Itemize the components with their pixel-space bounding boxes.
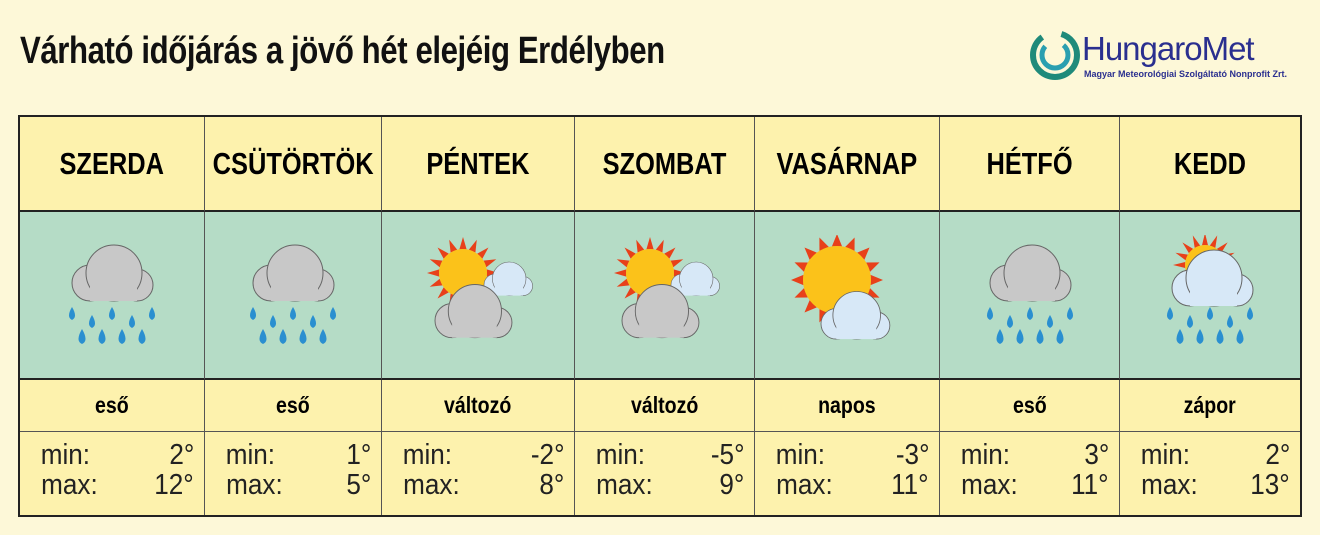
shower-icon: [1167, 235, 1254, 344]
variable-icon: [427, 237, 533, 339]
day-name: VASÁRNAP: [776, 145, 918, 181]
min-label: min:: [1140, 439, 1191, 471]
day-name: KEDD: [1173, 145, 1247, 181]
logo-name: HungaroMet: [1082, 30, 1255, 67]
max-temp: 13°: [1250, 469, 1290, 501]
day-name: HÉTFŐ: [986, 145, 1073, 181]
description-text: eső: [95, 392, 129, 418]
day-name: SZERDA: [59, 145, 165, 181]
weather-description: zápor: [1120, 380, 1300, 432]
day-header-0: SZERDA: [20, 117, 205, 212]
max-label: max:: [226, 469, 283, 501]
temperature-cell: min: -5° max: 9°: [575, 432, 755, 515]
day-name: CSÜTÖRTÖK: [212, 145, 374, 181]
weather-description: eső: [205, 380, 382, 432]
temperature-cell: min: 3° max: 11°: [940, 432, 1120, 515]
weather-icon-cell: [382, 212, 575, 380]
rain-icon: [986, 244, 1073, 344]
min-label: min:: [775, 439, 826, 471]
description-text: zápor: [1183, 392, 1237, 418]
sunny-icon: [791, 235, 891, 340]
max-temp: 12°: [154, 469, 194, 501]
min-temp: -5°: [710, 439, 745, 471]
min-temp: -3°: [895, 439, 930, 471]
page-title: Várható időjárás a jövő hét elejéig Erdé…: [20, 30, 665, 72]
min-label: min:: [595, 439, 646, 471]
hungaromet-logo: HungaroMet Magyar Meteorológiai Szolgált…: [1028, 26, 1308, 86]
day-header-2: PÉNTEK: [382, 117, 575, 212]
weather-description: eső: [940, 380, 1120, 432]
min-label: min:: [960, 439, 1011, 471]
max-temp: 11°: [1071, 469, 1109, 501]
logo-subtitle: Magyar Meteorológiai Szolgáltató Nonprof…: [1084, 69, 1288, 79]
temperature-cell: min: 2° max: 12°: [20, 432, 205, 515]
min-label: min:: [40, 439, 91, 471]
day-header-5: HÉTFŐ: [940, 117, 1120, 212]
weather-icon-cell: [755, 212, 940, 380]
max-label: max:: [403, 469, 460, 501]
weather-description: napos: [755, 380, 940, 432]
max-temp: 11°: [891, 469, 929, 501]
temperature-cell: min: -2° max: 8°: [382, 432, 575, 515]
temperature-cell: min: 2° max: 13°: [1120, 432, 1300, 515]
description-text: változó: [444, 392, 512, 418]
day-header-6: KEDD: [1120, 117, 1300, 212]
min-temp: 3°: [1084, 439, 1110, 471]
weather-icon-cell: [940, 212, 1120, 380]
min-temp: 1°: [346, 439, 372, 471]
min-label: min:: [225, 439, 276, 471]
rain-icon: [250, 244, 336, 344]
weather-icon-cell: [20, 212, 205, 380]
forecast-table: SZERDA eső min: 2° max: 12° CSÜTÖRTÖK eső min: 1°…: [18, 115, 1302, 517]
swirl-logo-icon: [1030, 30, 1080, 80]
rain-icon: [69, 244, 155, 344]
max-temp: 8°: [539, 469, 565, 501]
temperature-cell: min: 1° max: 5°: [205, 432, 382, 515]
day-header-1: CSÜTÖRTÖK: [205, 117, 382, 212]
description-text: változó: [630, 392, 699, 418]
description-text: napos: [818, 392, 876, 418]
weather-description: eső: [20, 380, 205, 432]
max-label: max:: [1141, 469, 1198, 501]
weather-icon-cell: [575, 212, 755, 380]
min-label: min:: [402, 439, 453, 471]
max-label: max:: [776, 469, 833, 501]
day-name: PÉNTEK: [426, 145, 530, 181]
max-temp: 9°: [719, 469, 745, 501]
min-temp: 2°: [169, 439, 195, 471]
variable-icon: [613, 237, 720, 339]
weather-icon-cell: [1120, 212, 1300, 380]
max-label: max:: [961, 469, 1018, 501]
description-text: eső: [1012, 392, 1047, 418]
description-text: eső: [276, 392, 310, 418]
max-label: max:: [596, 469, 653, 501]
day-header-3: SZOMBAT: [575, 117, 755, 212]
day-header-4: VASÁRNAP: [755, 117, 940, 212]
day-name: SZOMBAT: [602, 145, 727, 181]
temperature-cell: min: -3° max: 11°: [755, 432, 940, 515]
min-temp: -2°: [530, 439, 565, 471]
weather-description: változó: [575, 380, 755, 432]
weather-description: változó: [382, 380, 575, 432]
max-temp: 5°: [346, 469, 372, 501]
min-temp: 2°: [1265, 439, 1291, 471]
weather-icon-cell: [205, 212, 382, 380]
max-label: max:: [41, 469, 98, 501]
